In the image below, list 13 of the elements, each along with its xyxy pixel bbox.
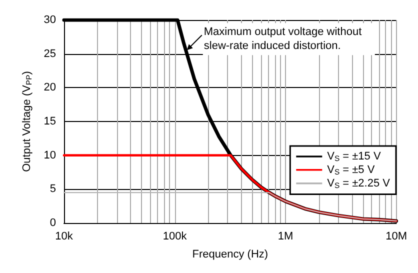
- y-tick-label: 10: [44, 149, 56, 162]
- y-tick-label: 30: [44, 14, 56, 26]
- y-tick-label: 5: [50, 183, 56, 196]
- y-tick-label: 25: [44, 48, 56, 60]
- y-tick-label: 20: [44, 82, 56, 94]
- x-tick-label: 100k: [162, 230, 188, 242]
- y-tick-label: 0: [50, 217, 56, 229]
- x-axis-title: Frequency (Hz): [192, 248, 268, 260]
- y-tick-label: 15: [44, 116, 56, 128]
- x-tick-label: 10M: [386, 230, 408, 242]
- annotation: Maximum output voltage without slew-rate induced distortion.: [204, 26, 362, 52]
- x-tick-label: 10k: [55, 230, 74, 242]
- x-tick-label: 1M: [278, 230, 294, 242]
